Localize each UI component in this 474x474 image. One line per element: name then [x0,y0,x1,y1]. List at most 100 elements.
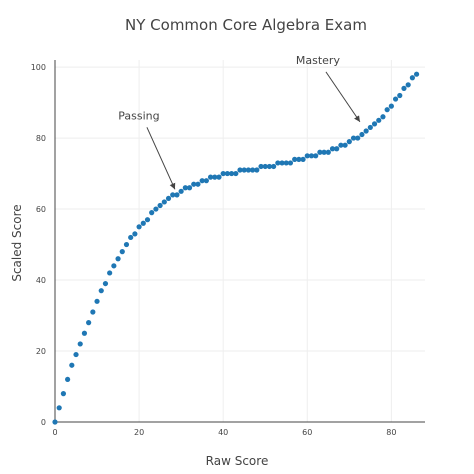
data-point-0-79 [384,107,390,113]
data-point-0-85 [409,75,415,81]
data-point-0-46 [245,167,252,173]
data-point-0-57 [292,156,298,162]
data-point-0-67 [334,146,340,152]
data-point-0-27 [165,195,172,202]
data-point-0-51 [266,163,273,170]
data-point-0-0 [52,419,58,425]
data-point-0-56 [287,160,294,166]
data-point-0-35 [199,178,205,184]
data-point-0-73 [359,131,365,138]
data-point-0-5 [73,351,79,358]
data-point-0-40 [220,170,226,177]
data-point-0-37 [207,174,214,180]
data-point-0-24 [153,206,159,212]
data-point-0-7 [81,330,88,336]
annotation-arrow-0 [146,127,176,190]
data-point-0-16 [119,249,125,255]
data-point-0-61 [308,153,315,159]
y-tick-label-2: 40 [36,276,46,285]
y-tick-label-0: 0 [41,418,46,427]
data-point-0-42 [228,170,235,177]
data-point-0-13 [107,270,113,276]
data-point-0-68 [338,142,344,148]
data-point-0-70 [346,139,352,145]
data-point-0-62 [313,153,319,159]
data-point-0-72 [355,135,361,141]
data-point-0-81 [392,96,399,102]
x-tick-label-2: 40 [218,428,228,437]
data-point-0-69 [342,142,348,148]
data-point-0-32 [186,185,193,191]
data-point-0-50 [262,163,268,170]
data-point-0-22 [144,217,151,223]
data-point-0-36 [203,178,209,184]
data-point-0-31 [182,185,188,191]
data-point-0-52 [271,163,277,170]
annotation-label-0: Passing [118,109,159,122]
data-point-0-4 [69,362,75,368]
x-tick-label-4: 80 [386,428,396,437]
data-point-0-28 [170,192,176,198]
data-point-0-44 [237,167,243,173]
data-point-0-20 [136,224,142,230]
x-tick-label-1: 20 [134,428,144,437]
data-point-0-58 [296,156,302,162]
annotations: Passing Mastery [118,54,361,190]
data-point-0-78 [380,114,386,120]
data-point-0-63 [317,149,323,155]
data-point-0-26 [161,199,167,205]
data-point-0-29 [174,192,180,198]
data-point-0-55 [283,160,289,166]
data-point-0-2 [60,391,67,397]
data-point-0-43 [233,170,239,177]
data-point-0-49 [258,163,264,170]
y-tick-label-3: 60 [36,205,46,214]
data-point-0-83 [401,85,407,91]
data-point-0-80 [388,103,394,109]
data-point-0-6 [77,341,83,347]
annotation-label-1: Mastery [296,54,341,67]
x-axis-title: Raw Score [206,454,269,468]
data-point-0-3 [65,376,71,383]
data-point-0-41 [224,170,230,177]
data-point-0-30 [178,188,184,194]
data-point-0-48 [254,167,260,173]
data-point-0-33 [191,181,197,187]
axes [54,60,425,423]
data-point-0-86 [413,71,420,77]
data-point-0-19 [132,231,138,237]
data-point-0-34 [195,181,201,187]
data-point-0-14 [111,263,117,269]
data-point-0-15 [115,256,121,262]
data-point-0-84 [405,82,411,88]
data-point-0-38 [212,174,218,180]
data-point-0-53 [275,160,281,166]
data-point-0-60 [304,153,310,159]
data-point-0-64 [321,149,327,155]
x-tick-label-3: 60 [302,428,312,437]
data-point-0-77 [376,117,382,123]
data-point-0-66 [329,146,336,152]
tick-labels: 0 20 40 60 80 0 20 40 60 80 100 [31,63,397,437]
chart-title: NY Common Core Algebra Exam [125,16,367,34]
data-point-0-21 [140,220,146,226]
data-point-0-45 [241,167,247,173]
y-tick-label-1: 20 [36,347,46,356]
y-tick-label-5: 100 [31,63,46,72]
data-point-0-10 [94,298,100,304]
grid [55,60,425,422]
data-point-0-54 [279,160,285,166]
y-axis-title: Scaled Score [10,204,24,281]
annotation-arrow-1 [325,71,361,123]
data-point-0-25 [157,202,163,209]
data-point-0-71 [350,135,357,141]
data-point-0-23 [149,210,155,216]
data-point-0-82 [397,92,403,99]
data-point-0-47 [250,167,256,173]
data-point-0-65 [325,149,331,155]
data-point-0-39 [216,174,222,180]
y-tick-label-4: 80 [36,134,46,143]
data-point-0-76 [371,121,378,127]
data-point-0-74 [363,128,369,134]
